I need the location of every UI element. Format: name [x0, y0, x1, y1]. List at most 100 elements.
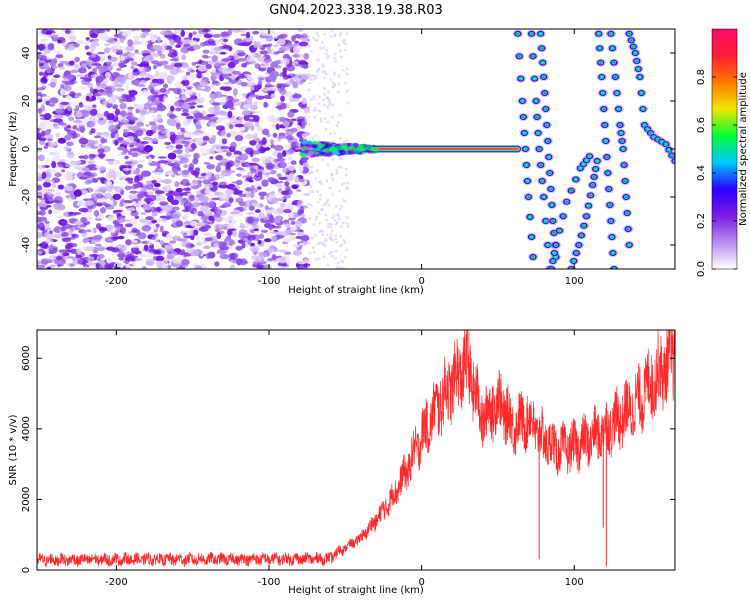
colorbar-axis: 0.0 0.2 0.4 0.6 0.8 [696, 69, 737, 277]
fringe-blob [628, 42, 639, 51]
spectrogram-y-tick-label: 40 [21, 47, 32, 60]
fringe-blob [605, 29, 616, 38]
fringe-blob [533, 129, 544, 137]
fringe-blob [528, 253, 539, 261]
fringe-blob [637, 105, 648, 113]
fringe-blob [607, 44, 618, 53]
fringe-blob [558, 212, 569, 221]
fringe-blob [630, 49, 641, 57]
fringe-blob [518, 113, 529, 121]
spectrogram-y-tick-label: 20 [21, 95, 32, 108]
fringe-blob [593, 29, 604, 38]
colorbar-tick-label: 0.4 [696, 165, 707, 181]
fringe-blob [620, 177, 631, 185]
fringe-blob [526, 29, 537, 38]
fringe-blob [512, 29, 523, 38]
fringe-blob [610, 73, 621, 81]
fringe-blob [670, 157, 675, 165]
fringe-blob [521, 161, 532, 169]
fringe-blob [595, 58, 606, 67]
fringe-blob [602, 169, 613, 177]
fringe-blob [537, 58, 548, 67]
fringe-blob [612, 89, 622, 97]
fringe-blob [608, 265, 619, 269]
fringe-blob [549, 249, 560, 257]
fringe-blob [566, 186, 577, 195]
fringe-blob [596, 73, 607, 81]
fringe-blob [532, 113, 543, 121]
fringe-blob [597, 89, 608, 97]
fringe-blob [616, 129, 627, 137]
fringe-blob [619, 161, 630, 169]
fringe-blob [542, 241, 553, 249]
snr-y-axis: 0 2000 4000 6000 [21, 346, 675, 573]
fringe-blob [544, 169, 555, 177]
fringe-blob [515, 74, 526, 83]
snr-y-tick-label: 6000 [21, 346, 32, 371]
fringe-blob [605, 217, 616, 225]
fringe-blob [571, 249, 582, 257]
fringe-blob [550, 241, 561, 249]
fringe-blob [583, 201, 594, 210]
fringe-blob [534, 145, 545, 153]
fringe-blob [525, 213, 535, 221]
fringe-blob [587, 181, 598, 189]
snr-x-tick-label: 100 [565, 577, 584, 588]
fringe-blob [514, 52, 525, 61]
spectrogram-x-label: Height of straight line (km) [288, 285, 424, 296]
fringe-blob [589, 173, 600, 181]
fringe-blob [623, 225, 634, 233]
fringe-blob [538, 193, 549, 201]
spectrogram-x-tick-label: 100 [565, 276, 584, 287]
fringe-blob [617, 137, 628, 145]
colorbar-label: Normalized spectral amplitude [738, 72, 749, 226]
spectrogram-y-tick-label: -20 [21, 189, 32, 205]
fringe-blob [594, 44, 605, 53]
snr-frame [36, 329, 676, 571]
fringe-blob [573, 241, 584, 249]
snr-y-tick-label: 0 [21, 567, 32, 573]
fringe-blob [561, 197, 572, 206]
snr-y-tick-label: 4000 [21, 416, 32, 441]
fringe-blob [522, 177, 533, 185]
fringe-blob [598, 105, 609, 113]
fringe-blob [528, 52, 539, 61]
fringe-blob [523, 193, 534, 201]
fringe-blob [540, 105, 551, 113]
fringe-blob [626, 36, 637, 45]
fringe-blob [538, 73, 549, 81]
fringe-blob [621, 193, 632, 201]
snr-x-tick-label: -100 [258, 577, 281, 588]
spectrogram-x-axis: -200 -100 0 100 [105, 29, 584, 287]
fringe-blob [517, 97, 528, 105]
fringe-blob [539, 89, 550, 97]
fringe-blob [613, 105, 624, 113]
fringe-blob [666, 151, 675, 160]
fringe-blob [540, 217, 551, 225]
fringe-blob [541, 121, 552, 129]
snr-x-tick-label: 0 [418, 577, 424, 588]
fringe-blob [547, 257, 558, 265]
colorbar: 0.0 0.2 0.4 0.6 0.8 Normalized spectral ampl… [696, 28, 749, 277]
fringe-blob [618, 145, 629, 153]
fringe-blob [547, 217, 558, 225]
snr-y-tick-label: 2000 [21, 487, 32, 512]
fringe-blob [568, 257, 579, 265]
snr-x-label: Height of straight line (km) [288, 585, 424, 596]
colorbar-gradient [711, 28, 738, 270]
snr-x-tick-label: -200 [105, 577, 128, 588]
fringe-blob [607, 249, 618, 257]
fringe-blob [543, 153, 554, 161]
colorbar-tick-label: 0.0 [696, 261, 707, 277]
fringe-blob [576, 231, 587, 240]
spectrogram-x-tick-label: -100 [258, 276, 281, 287]
snr-x-axis: -200 -100 0 100 [105, 330, 584, 588]
fringe-blob [536, 44, 547, 53]
fringe-blob [592, 157, 603, 165]
spectrogram-x-tick-label: 0 [418, 276, 424, 287]
fringe-blob [542, 137, 553, 145]
fringe-blob [615, 121, 626, 129]
fringe-blob [545, 185, 556, 193]
fringe-blob [537, 177, 548, 185]
